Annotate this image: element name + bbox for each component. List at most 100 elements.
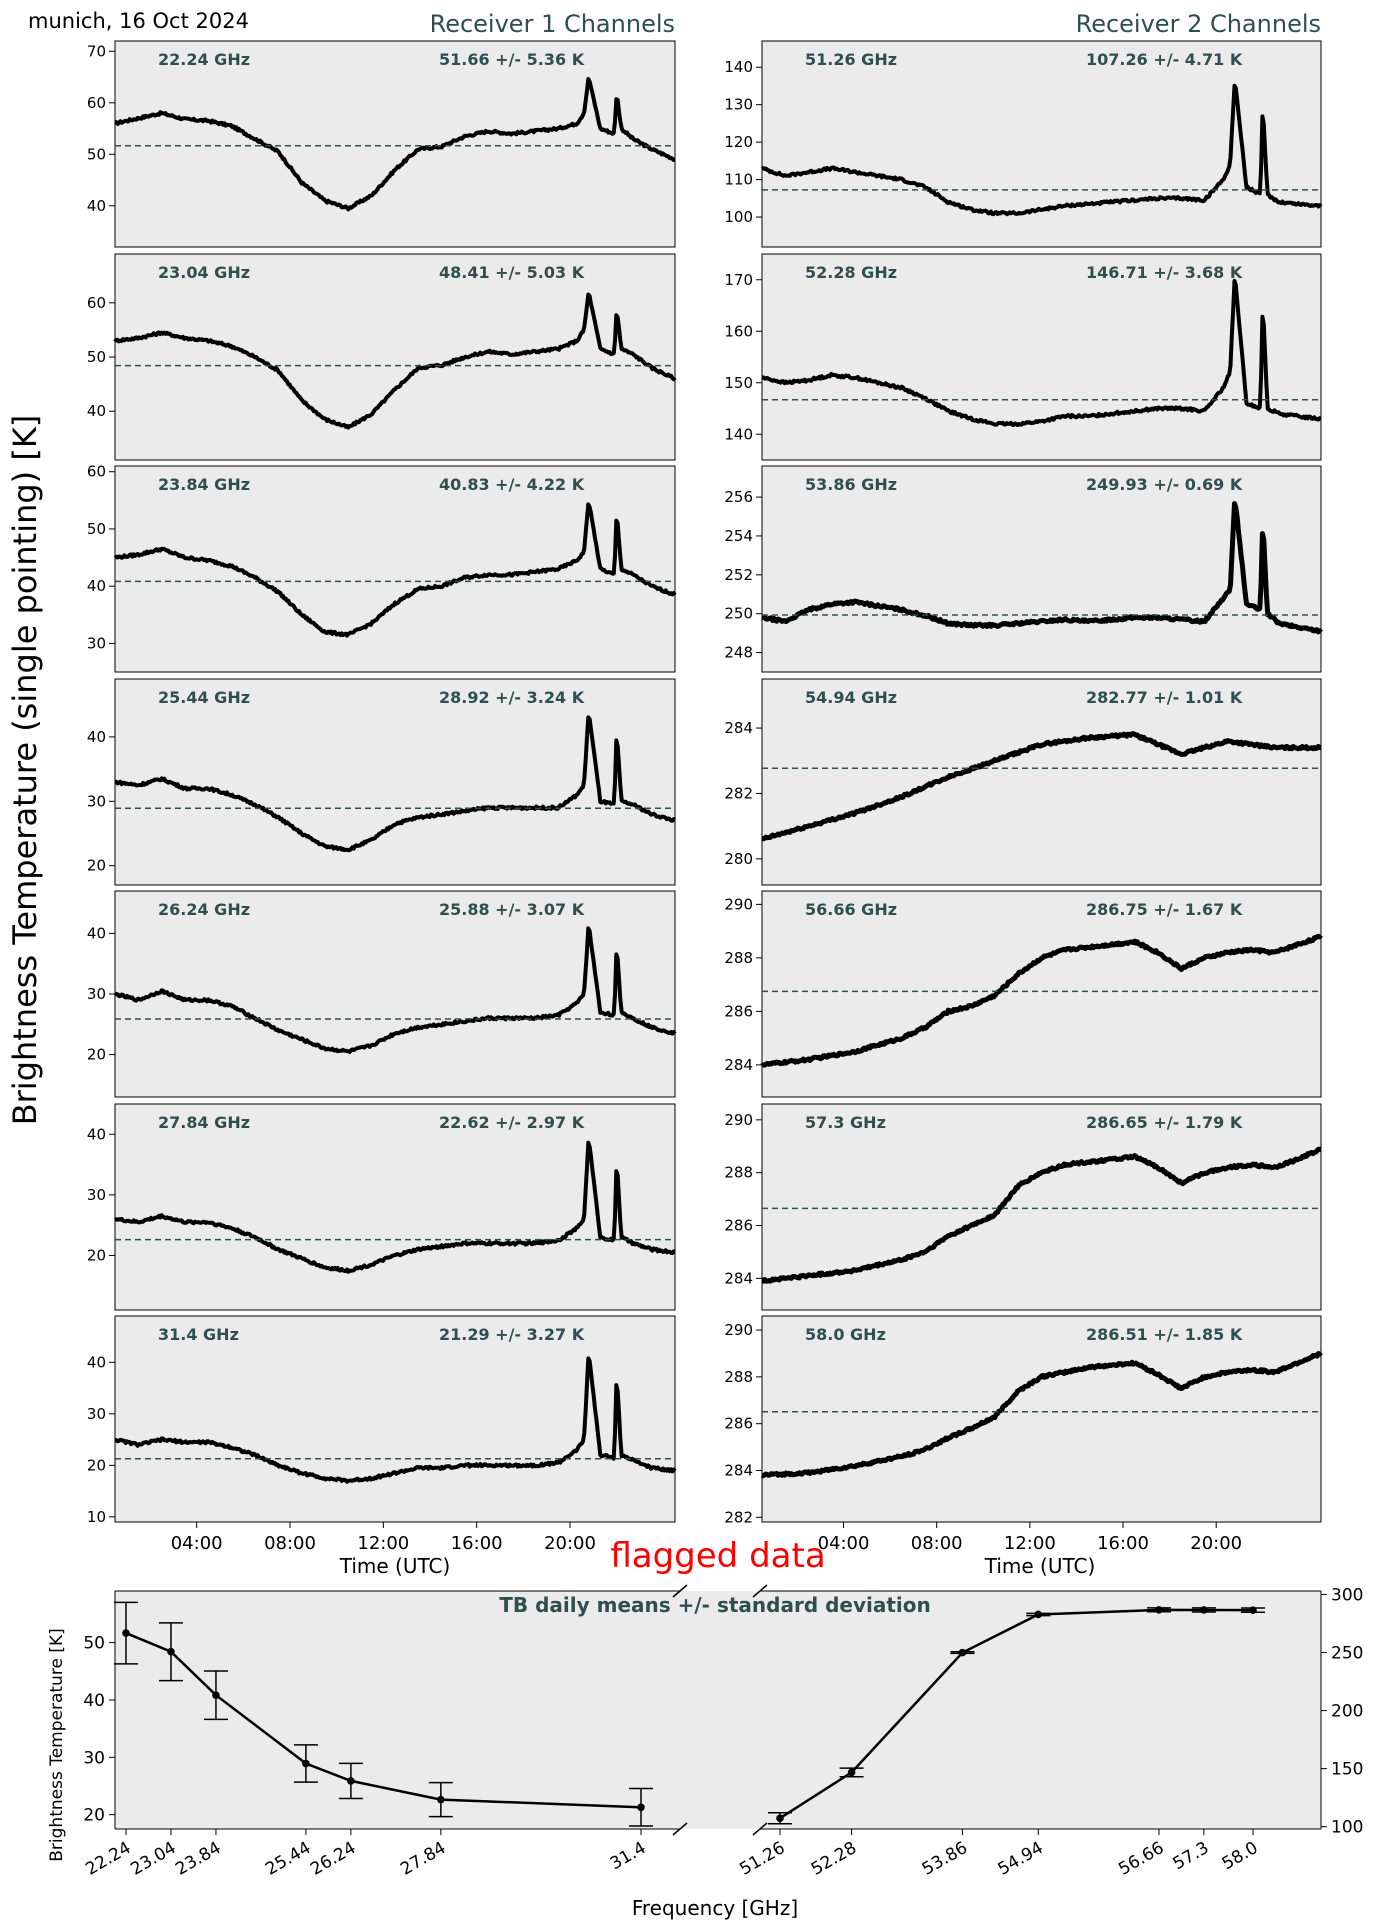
x-tick-label: 08:00 xyxy=(264,1533,316,1554)
channel-frequency-label: 26.24 GHz xyxy=(158,900,250,919)
x-tick-label: 20:00 xyxy=(1190,1533,1242,1554)
channel-frequency-label: 54.94 GHz xyxy=(805,688,897,707)
y-tick-label: 286 xyxy=(724,1415,753,1433)
y-tick-label: 288 xyxy=(724,1368,753,1386)
rx1-channel-panel: 20 30 40 26.24 GHz 25.88 +/- 3.07 K xyxy=(87,890,677,1098)
brightness-temperature-trace xyxy=(761,278,1322,428)
brightness-temperature-trace xyxy=(760,731,1323,842)
data-point xyxy=(1249,1606,1257,1614)
y-tick-label: 40 xyxy=(87,577,106,595)
brightness-temperature-trace xyxy=(113,292,677,430)
y-tick-label: 256 xyxy=(724,488,753,506)
data-point xyxy=(1200,1606,1208,1614)
x-tick-label: 23.84 xyxy=(172,1838,224,1880)
y-tick-label: 284 xyxy=(724,1269,753,1287)
y-tick-label: 284 xyxy=(724,1056,753,1074)
data-point xyxy=(167,1647,175,1656)
y-tick-label: 30 xyxy=(87,985,106,1003)
rx2-channel-panel: 284 286 288 290 57.3 GHz 286.65 +/- 1.79 K xyxy=(724,1103,1323,1311)
y-tick-label: 282 xyxy=(724,1508,753,1526)
rx2-channel-panel: 284 286 288 290 56.66 GHz 286.75 +/- 1.67 K xyxy=(724,890,1323,1098)
x-tick-label: 08:00 xyxy=(911,1533,963,1554)
brightness-temperature-trace xyxy=(113,502,677,638)
channel-frequency-label: 22.24 GHz xyxy=(158,50,250,69)
right-y-tick-label: 200 xyxy=(1331,1702,1363,1722)
receiver1-x-axis-label: Time (UTC) xyxy=(339,1554,451,1578)
y-tick-label: 290 xyxy=(724,1321,753,1339)
y-tick-label: 30 xyxy=(87,634,106,652)
panel-background xyxy=(761,678,1322,886)
channel-stat-label: 286.75 +/- 1.67 K xyxy=(1086,900,1243,919)
y-tick-label: 280 xyxy=(724,850,753,868)
y-tick-label: 130 xyxy=(724,96,753,114)
y-tick-label: 40 xyxy=(87,197,106,215)
panel-background xyxy=(114,465,676,673)
y-tick-label: 110 xyxy=(724,171,753,189)
x-tick-label: 53.86 xyxy=(919,1838,971,1880)
channel-stat-label: 249.93 +/- 0.69 K xyxy=(1086,475,1243,494)
y-tick-label: 20 xyxy=(87,1456,106,1474)
y-tick-label: 254 xyxy=(724,527,753,545)
x-tick-label: 12:00 xyxy=(1004,1533,1056,1554)
main-y-axis-label: Brightness Temperature (single pointing)… xyxy=(6,415,44,1126)
y-tick-label: 282 xyxy=(724,784,753,802)
y-tick-label: 40 xyxy=(87,1125,106,1143)
panel-background xyxy=(114,253,676,461)
panel-background xyxy=(114,678,676,886)
y-tick-label: 10 xyxy=(87,1508,106,1526)
axis-break-mark xyxy=(672,1584,688,1598)
brightness-temperature-trace xyxy=(113,1140,676,1274)
channel-frequency-label: 31.4 GHz xyxy=(158,1325,239,1344)
brightness-temperature-trace xyxy=(114,715,676,853)
channel-frequency-label: 57.3 GHz xyxy=(805,1113,886,1132)
y-tick-label: 284 xyxy=(724,719,753,737)
rx1-channel-panel: 20 30 40 27.84 GHz 22.62 +/- 2.97 K xyxy=(87,1103,676,1311)
data-point xyxy=(1155,1606,1163,1614)
flagged-data-note: flagged data xyxy=(610,1536,825,1576)
y-tick-label: 288 xyxy=(724,1164,753,1182)
y-tick-label: 40 xyxy=(87,728,106,746)
channel-frequency-label: 27.84 GHz xyxy=(158,1113,250,1132)
data-point xyxy=(847,1768,856,1777)
rx2-channel-panel: 282 284 286 288 290 58.0 GHz 286.51 +/- 1.85 K… xyxy=(724,1315,1323,1554)
y-tick-label: 170 xyxy=(724,271,753,289)
location-date-label: munich, 16 Oct 2024 xyxy=(28,9,249,33)
channel-stat-label: 40.83 +/- 4.22 K xyxy=(439,475,585,494)
y-tick-label: 40 xyxy=(87,924,106,942)
x-tick-label: 12:00 xyxy=(357,1533,409,1554)
panel-background xyxy=(761,253,1322,461)
channel-frequency-label: 52.28 GHz xyxy=(805,263,897,282)
data-point xyxy=(347,1777,355,1785)
receiver2-title: Receiver 2 Channels xyxy=(1076,10,1321,38)
right-y-tick-label: 250 xyxy=(1331,1644,1363,1664)
left-y-tick-label: 50 xyxy=(83,1634,105,1654)
channel-frequency-label: 56.66 GHz xyxy=(805,900,897,919)
daily-means-title: TB daily means +/- standard deviation xyxy=(499,1593,931,1617)
rx2-channel-panel: 100 110 120 130 140 51.26 GHz 107.26 +/- 4.71 … xyxy=(724,40,1323,248)
channel-stat-label: 28.92 +/- 3.24 K xyxy=(439,688,585,707)
channel-frequency-label: 23.04 GHz xyxy=(158,263,250,282)
y-tick-label: 20 xyxy=(87,857,106,875)
channel-stat-label: 286.65 +/- 1.79 K xyxy=(1086,1113,1243,1132)
x-tick-label: 27.84 xyxy=(397,1838,449,1880)
x-tick-label: 57.3 xyxy=(1170,1838,1213,1874)
data-point xyxy=(958,1648,967,1657)
y-tick-label: 250 xyxy=(724,605,753,623)
y-tick-label: 150 xyxy=(724,374,753,392)
y-tick-label: 40 xyxy=(87,1353,106,1371)
y-tick-label: 140 xyxy=(724,425,753,443)
panel-background xyxy=(114,1103,676,1311)
y-tick-label: 40 xyxy=(87,402,106,420)
y-tick-label: 252 xyxy=(724,566,753,584)
brightness-temperature-trace xyxy=(760,1146,1323,1284)
data-point xyxy=(122,1629,130,1637)
y-tick-label: 30 xyxy=(87,792,106,810)
y-tick-label: 70 xyxy=(87,42,106,60)
data-point xyxy=(637,1803,645,1812)
x-tick-label: 56.66 xyxy=(1115,1838,1167,1880)
left-y-tick-label: 30 xyxy=(83,1748,105,1768)
y-tick-label: 60 xyxy=(87,463,106,481)
x-tick-label: 16:00 xyxy=(451,1533,503,1554)
y-tick-label: 60 xyxy=(87,94,106,112)
